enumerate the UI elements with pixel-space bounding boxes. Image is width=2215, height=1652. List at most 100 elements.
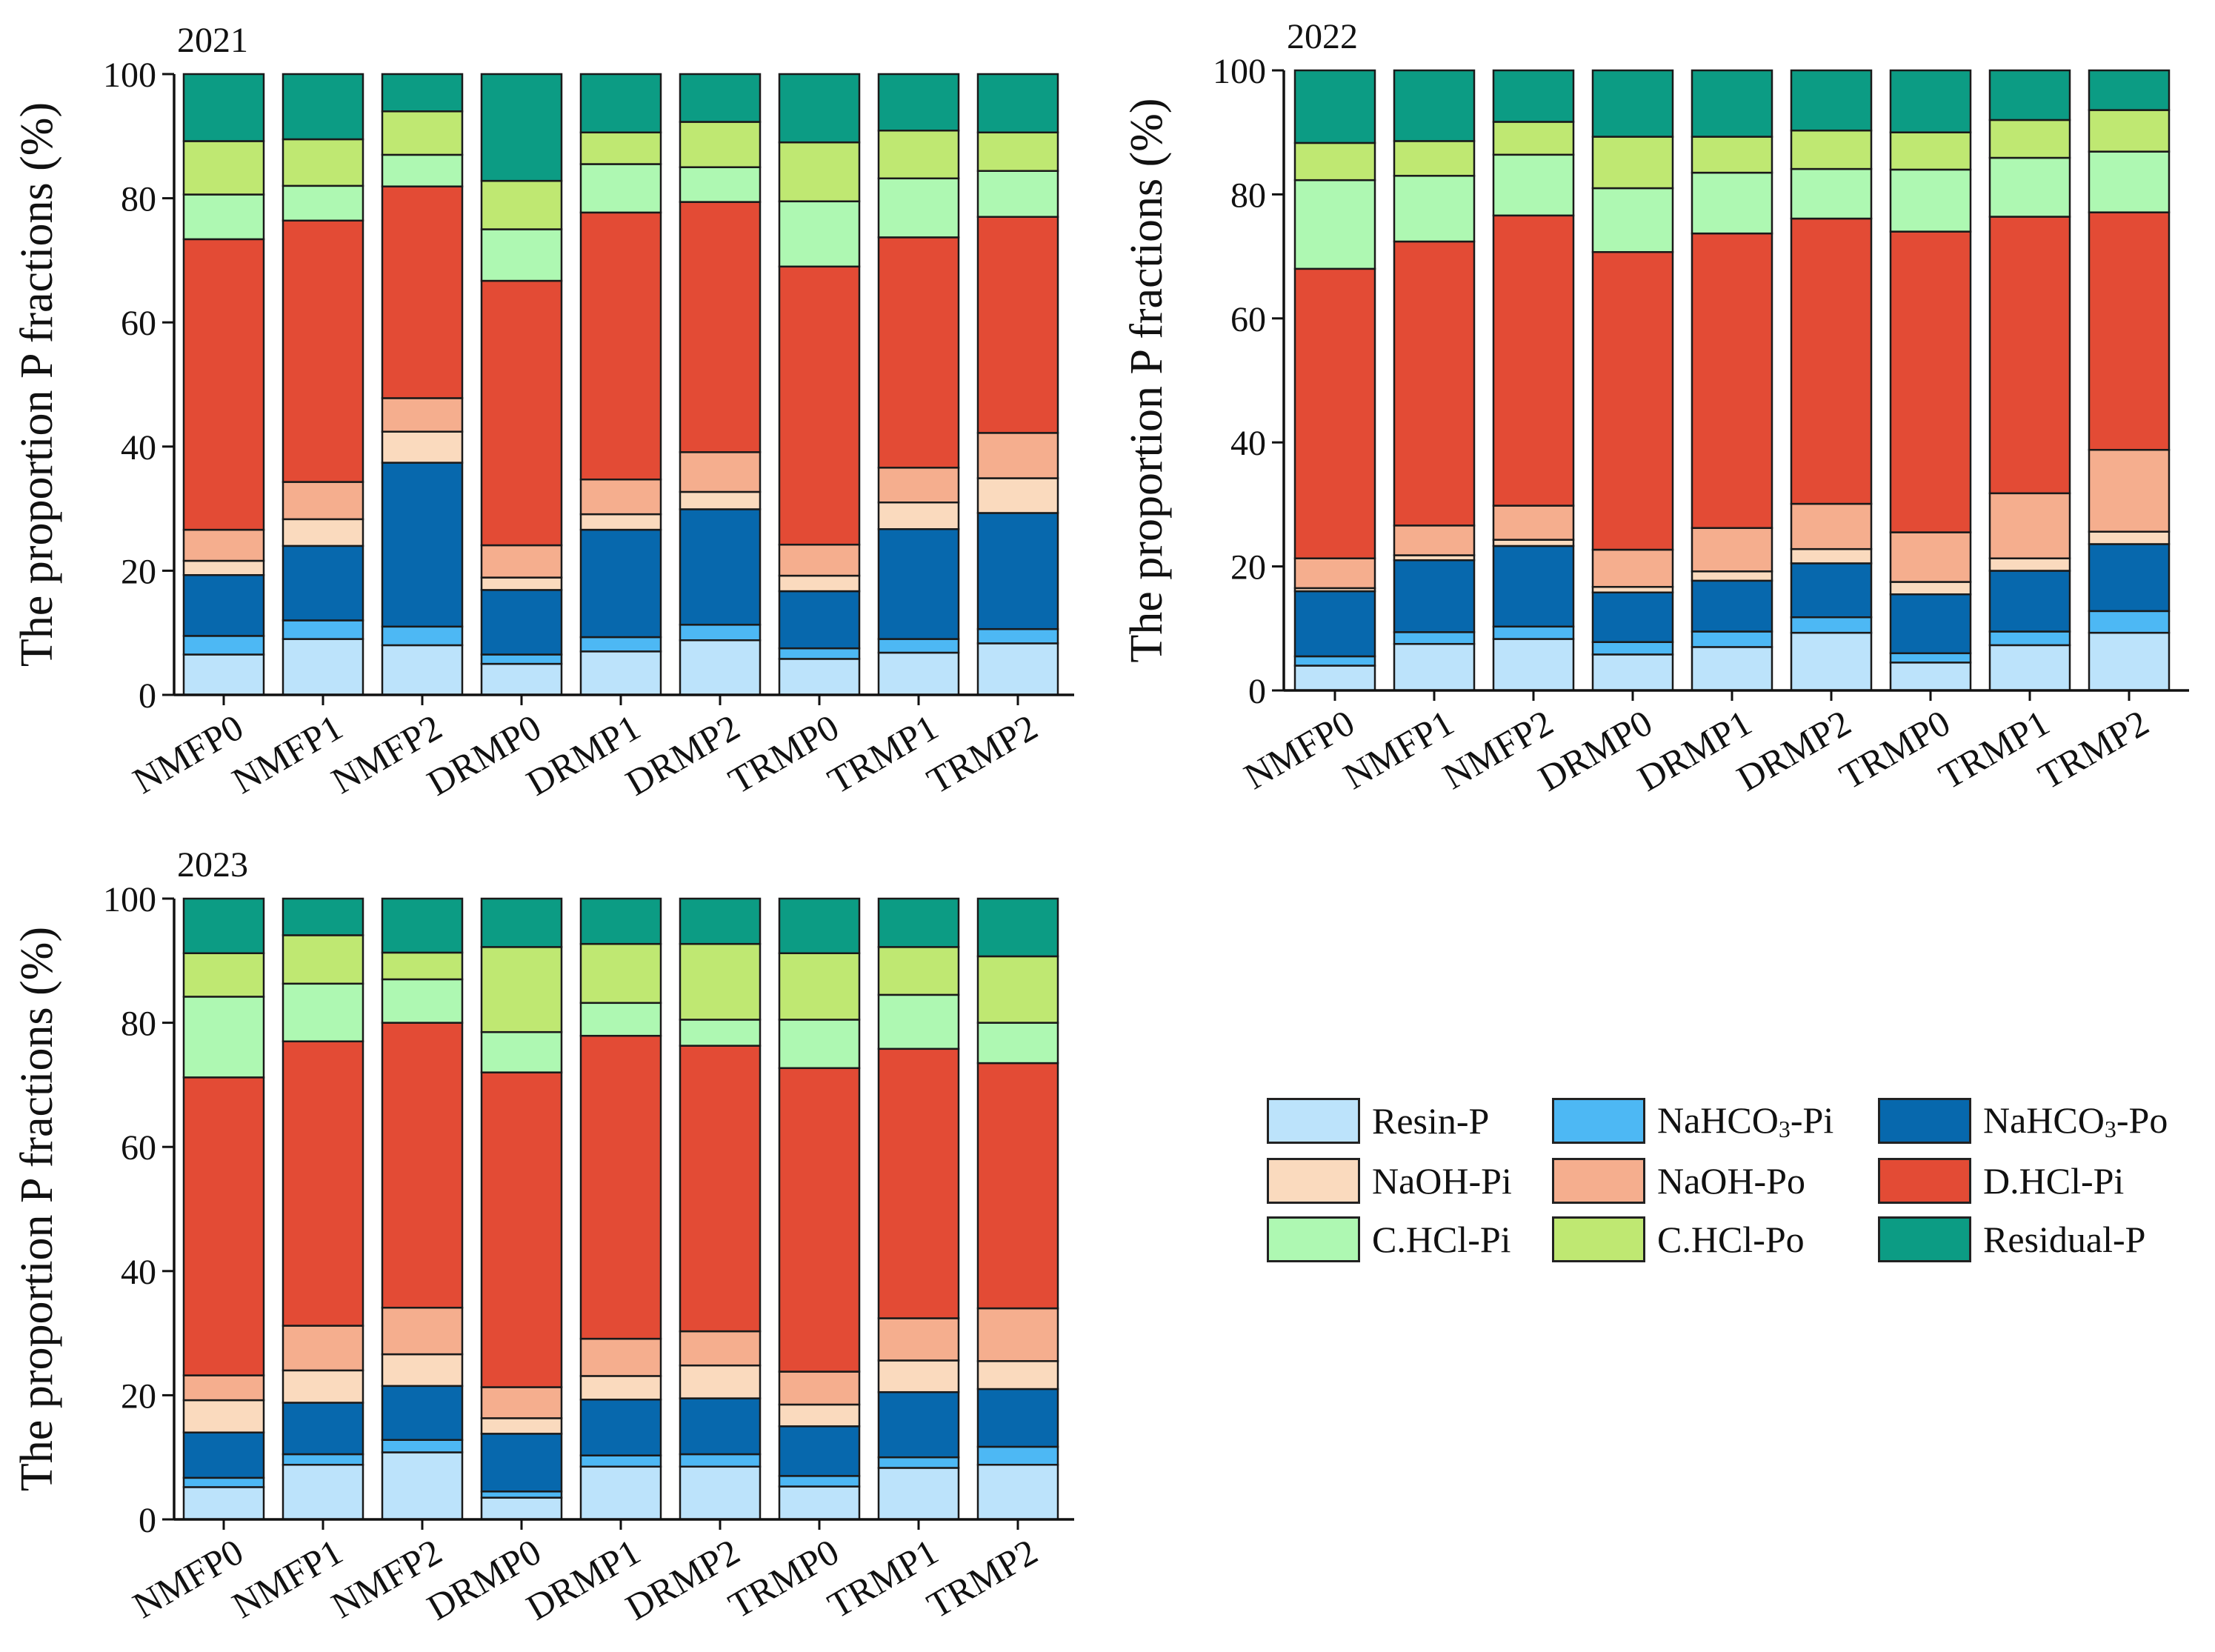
bar-segment-drmp2-nahco3-pi — [679, 624, 762, 642]
bar-segment-drmp0-naoh-pi — [480, 1417, 563, 1435]
bar-segment-nmfp1-naoh-pi — [282, 518, 364, 547]
bar-segment-nmfp2-residual-p — [1492, 69, 1575, 123]
bar-segment-drmp0-resin-p — [1591, 653, 1674, 692]
y-tick-label: 80 — [121, 1005, 156, 1044]
legend-label-naoh-pi: NaOH-Pi — [1372, 1160, 1512, 1202]
bar-segment-trmp2-naoh-pi — [976, 1360, 1059, 1390]
bar-segment-nmfp0-c-hcl-po — [182, 140, 265, 196]
bar-segment-drmp2-nahco3-po — [679, 1397, 762, 1456]
bar-segment-nmfp1-naoh-pi — [282, 1369, 364, 1404]
x-tick-label: NMFP2 — [1436, 702, 1560, 797]
bar-segment-nmfp0-naoh-po — [1293, 557, 1376, 590]
bar-segment-nmfp1-nahco3-pi — [282, 619, 364, 640]
bar-segment-trmp0-naoh-pi — [778, 1403, 861, 1428]
legend-item-resin-p: Resin-P — [1267, 1095, 1489, 1147]
bar-segment-drmp2-naoh-po — [679, 451, 762, 493]
x-tick-label: TRMP2 — [2031, 702, 2156, 797]
bar-segment-nmfp1-c-hcl-po — [282, 138, 364, 187]
bar-segment-drmp0-d-hcl-pi — [1591, 250, 1674, 551]
bar-segment-nmfp1-naoh-po — [1393, 524, 1476, 556]
bar-segment-trmp2-c-hcl-pi — [2088, 150, 2171, 213]
x-tick-label: NMFP1 — [1336, 702, 1461, 797]
chart-panel-2021: 2021 0 20 40 60 80 100 The proportion P fractio… — [12, 21, 1074, 804]
bar-segment-drmp0-nahco3-po — [480, 589, 563, 656]
bar-segment-nmfp2-resin-p — [1492, 638, 1575, 692]
bar-segment-trmp1-nahco3-pi — [1988, 630, 2071, 647]
bar-segment-nmfp0-d-hcl-pi — [1293, 267, 1376, 559]
bar-segment-drmp1-c-hcl-po — [579, 131, 662, 165]
bar-segment-drmp1-nahco3-po — [579, 1399, 662, 1456]
bar-segment-nmfp2-d-hcl-pi — [381, 1022, 464, 1309]
bar-segment-trmp1-naoh-po — [1988, 492, 2071, 559]
bar-segment-drmp1-naoh-pi — [579, 1375, 662, 1401]
bar-segment-drmp2-nahco3-po — [679, 508, 762, 626]
bar-segment-trmp2-c-hcl-pi — [976, 170, 1059, 218]
bar-segment-drmp2-nahco3-po — [1790, 562, 1873, 619]
bar-trmp2 — [976, 73, 1059, 696]
x-tick-label: DRMP0 — [1531, 702, 1659, 799]
bar-segment-drmp1-nahco3-pi — [1691, 630, 1773, 648]
bar-segment-trmp1-residual-p — [877, 73, 960, 132]
bar-segment-trmp1-d-hcl-pi — [1988, 216, 2071, 495]
bar-segment-trmp0-nahco3-po — [778, 1425, 861, 1477]
bar-segment-drmp2-residual-p — [679, 897, 762, 945]
bar-segment-drmp0-d-hcl-pi — [480, 279, 563, 547]
bar-segment-nmfp2-nahco3-pi — [1492, 625, 1575, 640]
bar-segment-trmp1-residual-p — [1988, 69, 2071, 121]
y-axis-label: The proportion P fractions (%) — [12, 102, 62, 667]
bar-segment-drmp1-naoh-po — [579, 1337, 662, 1377]
legend-label-residual-p: Residual-P — [1983, 1219, 2146, 1260]
bar-segment-trmp1-nahco3-pi — [877, 638, 960, 654]
y-tick-label: 0 — [139, 676, 156, 716]
bar-segment-trmp2-nahco3-po — [976, 512, 1059, 630]
bar-segment-trmp1-naoh-po — [877, 1317, 960, 1362]
x-tick-label: DRMP2 — [619, 706, 746, 804]
legend-label-d-hcl-pi: D.HCl-Pi — [1983, 1160, 2125, 1202]
bar-segment-drmp0-d-hcl-pi — [480, 1071, 563, 1388]
bar-segment-drmp0-c-hcl-po — [480, 179, 563, 230]
x-tick-label: TRMP2 — [920, 706, 1045, 802]
bar-segment-drmp0-nahco3-po — [1591, 591, 1674, 643]
legend-item-naoh-po: NaOH-Po — [1552, 1155, 1805, 1207]
x-tick-label: TRMP0 — [722, 706, 846, 802]
x-tick-label: TRMP1 — [1932, 702, 2056, 797]
y-tick-label: 0 — [139, 1501, 156, 1540]
bar-segment-trmp0-c-hcl-pi — [778, 200, 861, 268]
bar-segment-drmp1-nahco3-pi — [579, 1454, 662, 1468]
bar-segment-drmp2-naoh-po — [1790, 502, 1873, 550]
bar-segment-nmfp2-c-hcl-pi — [381, 153, 464, 187]
bar-segment-drmp1-nahco3-po — [579, 528, 662, 639]
bar-segment-nmfp1-naoh-po — [282, 481, 364, 521]
bar-segment-nmfp1-c-hcl-pi — [282, 982, 364, 1042]
bar-segment-nmfp0-nahco3-pi — [182, 635, 265, 656]
legend-label-naoh-po: NaOH-Po — [1657, 1160, 1805, 1202]
legend-label-nahco3-po: NaHCO3-Po — [1983, 1099, 2168, 1142]
bar-segment-trmp1-resin-p — [877, 651, 960, 696]
y-tick-label: 60 — [121, 1128, 156, 1168]
bar-segment-drmp0-nahco3-pi — [480, 1491, 563, 1499]
bar-trmp1 — [1988, 69, 2071, 692]
bar-segment-nmfp0-residual-p — [182, 897, 265, 954]
bar-segment-drmp0-c-hcl-pi — [480, 1030, 563, 1073]
bar-segment-drmp0-residual-p — [480, 897, 563, 948]
bar-segment-trmp1-c-hcl-po — [1988, 119, 2071, 159]
legend-item-residual-p: Residual-P — [1878, 1213, 2145, 1265]
bar-segment-drmp0-naoh-po — [480, 544, 563, 579]
bar-segment-trmp2-c-hcl-po — [2088, 109, 2171, 153]
bar-segment-trmp2-naoh-po — [976, 1307, 1059, 1362]
bar-segment-trmp2-residual-p — [2088, 69, 2171, 111]
bar-segment-drmp0-c-hcl-po — [480, 946, 563, 1033]
bar-segment-trmp0-resin-p — [778, 658, 861, 696]
x-tick-label: NMFP1 — [225, 1531, 350, 1626]
bar-segment-trmp0-c-hcl-po — [778, 952, 861, 1021]
bar-segment-drmp2-c-hcl-po — [1790, 129, 1873, 170]
y-tick-label: 100 — [1213, 52, 1266, 91]
bar-trmp0 — [778, 73, 861, 696]
y-tick-label: 100 — [103, 880, 156, 919]
bar-segment-trmp1-naoh-pi — [877, 1359, 960, 1393]
bar-trmp1 — [877, 73, 960, 696]
bar-segment-trmp0-c-hcl-pi — [1889, 168, 1972, 233]
bar-segment-nmfp0-c-hcl-pi — [1293, 179, 1376, 270]
bar-segment-trmp1-nahco3-po — [877, 528, 960, 640]
bar-nmfp0 — [1293, 69, 1376, 692]
